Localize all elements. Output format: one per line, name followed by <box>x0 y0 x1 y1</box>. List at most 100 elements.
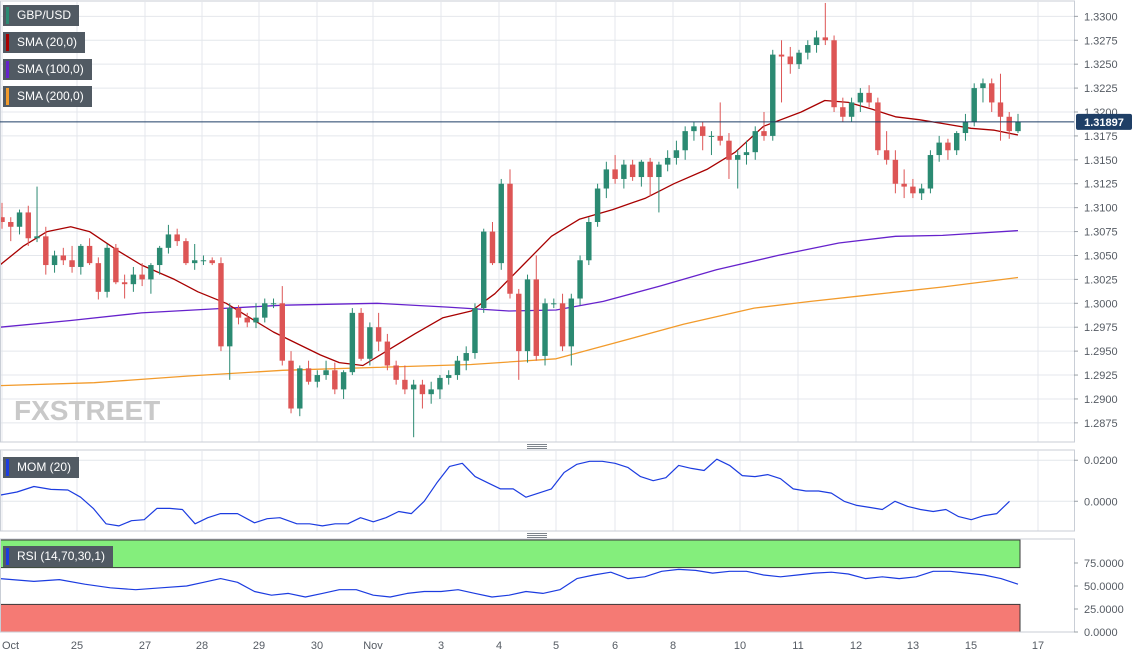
candle-body <box>664 157 671 165</box>
sma100-label[interactable]: SMA (100,0) <box>3 59 92 80</box>
candle-body <box>218 263 224 347</box>
candle-body <box>577 260 583 299</box>
bearish-candle <box>559 293 566 352</box>
mom-rsi-resize-handle[interactable] <box>527 533 547 538</box>
sma20-color-swatch <box>6 34 9 51</box>
price-pane-frame <box>0 0 1075 443</box>
bullish-candle <box>445 370 452 385</box>
bullish-candle <box>367 322 373 366</box>
candle-body <box>121 282 128 285</box>
price-tick-label: 1.3175 <box>1084 131 1118 143</box>
candle-body <box>691 126 697 132</box>
bullish-candle <box>691 121 697 141</box>
bearish-candle <box>787 46 793 74</box>
bearish-candle <box>332 362 338 395</box>
bearish-candle <box>419 379 426 409</box>
candle-body <box>25 212 31 239</box>
bullish-candle <box>848 97 855 122</box>
mom-label[interactable]: MOM (20) <box>3 457 79 478</box>
time-tick-label: 12 <box>850 640 862 652</box>
candle-body <box>305 368 312 382</box>
price-mom-resize-handle[interactable] <box>527 444 547 449</box>
bullish-candle <box>752 126 758 160</box>
candle-body <box>200 260 207 262</box>
sma20-label[interactable]: SMA (20,0) <box>3 32 86 53</box>
bullish-candle <box>594 183 601 227</box>
candle-body <box>472 308 478 354</box>
candle-body <box>34 236 40 239</box>
bearish-candle <box>699 121 706 151</box>
bearish-candle <box>945 138 951 160</box>
bearish-candle <box>901 169 907 199</box>
time-tick-label: 25 <box>71 640 83 652</box>
bearish-candle <box>60 247 67 266</box>
price-tick-label: 1.3075 <box>1084 227 1118 239</box>
bearish-candle <box>86 238 93 266</box>
candle-body <box>962 121 969 134</box>
price-tick-label: 1.2875 <box>1084 418 1118 430</box>
symbol-label[interactable]: GBP/USD <box>3 5 80 26</box>
mom-text: MOM (20) <box>17 460 71 474</box>
candle-body <box>165 234 172 248</box>
bullish-candle <box>349 308 356 376</box>
candle-body <box>174 234 180 242</box>
rsi-tick-label: 0.0000 <box>1084 627 1118 639</box>
bullish-candle <box>191 244 198 270</box>
candle-body <box>113 247 119 283</box>
bullish-candle <box>463 346 469 371</box>
candle-body <box>524 279 531 352</box>
bullish-candle <box>918 183 925 200</box>
rsi-label[interactable]: RSI (14,70,30,1) <box>3 546 114 567</box>
bullish-candle <box>857 88 864 112</box>
candle-body <box>726 140 732 160</box>
bullish-candle <box>673 140 680 165</box>
sma200-line <box>0 276 1019 387</box>
candle-body <box>866 92 872 103</box>
candle-body <box>130 274 137 285</box>
candle-body <box>586 222 592 261</box>
bullish-candle <box>454 355 461 380</box>
time-tick-label: 10 <box>734 640 746 652</box>
price-tick-label: 1.3150 <box>1084 155 1118 167</box>
bearish-candle <box>95 257 102 300</box>
sma20-text: SMA (20,0) <box>17 35 78 49</box>
candle-body <box>104 247 110 292</box>
bearish-candle <box>209 257 215 266</box>
price-tick-label: 1.2975 <box>1084 322 1118 334</box>
time-tick-label: 15 <box>965 640 977 652</box>
bullish-candle <box>34 186 40 243</box>
bearish-candle <box>393 360 399 385</box>
candle-body <box>761 131 767 136</box>
sma200-label[interactable]: SMA (200,0) <box>3 86 92 107</box>
bearish-candle <box>8 217 14 242</box>
candle-body <box>892 159 899 184</box>
candle-body <box>533 279 539 356</box>
candle-body <box>16 212 23 227</box>
time-tick-label: 30 <box>311 640 323 652</box>
candle-body <box>883 150 890 160</box>
candle-body <box>813 37 820 46</box>
time-tick-label: 13 <box>907 640 919 652</box>
bearish-candle <box>778 40 785 103</box>
bullish-candle <box>953 131 960 156</box>
time-tick-label: 29 <box>253 640 265 652</box>
candle-body <box>69 260 75 267</box>
candle-body <box>551 303 557 305</box>
rsi-tick-label: 25.0000 <box>1084 604 1124 616</box>
bearish-candle <box>384 333 391 371</box>
candle-body <box>78 245 84 267</box>
bearish-candle <box>629 159 636 181</box>
time-tick-label: 5 <box>553 640 559 652</box>
bearish-candle <box>1006 112 1012 139</box>
candle-body <box>796 52 802 65</box>
candle-body <box>910 186 916 194</box>
bullish-candle <box>551 298 557 309</box>
bearish-candle <box>516 288 522 380</box>
bullish-candle <box>472 303 478 359</box>
time-tick-label: 17 <box>1032 640 1044 652</box>
price-tick-label: 1.2900 <box>1084 394 1118 406</box>
time-tick-label: 11 <box>792 640 803 652</box>
candle-body <box>568 298 575 347</box>
mom-pane-frame <box>0 449 1075 532</box>
candle-body <box>43 236 49 266</box>
